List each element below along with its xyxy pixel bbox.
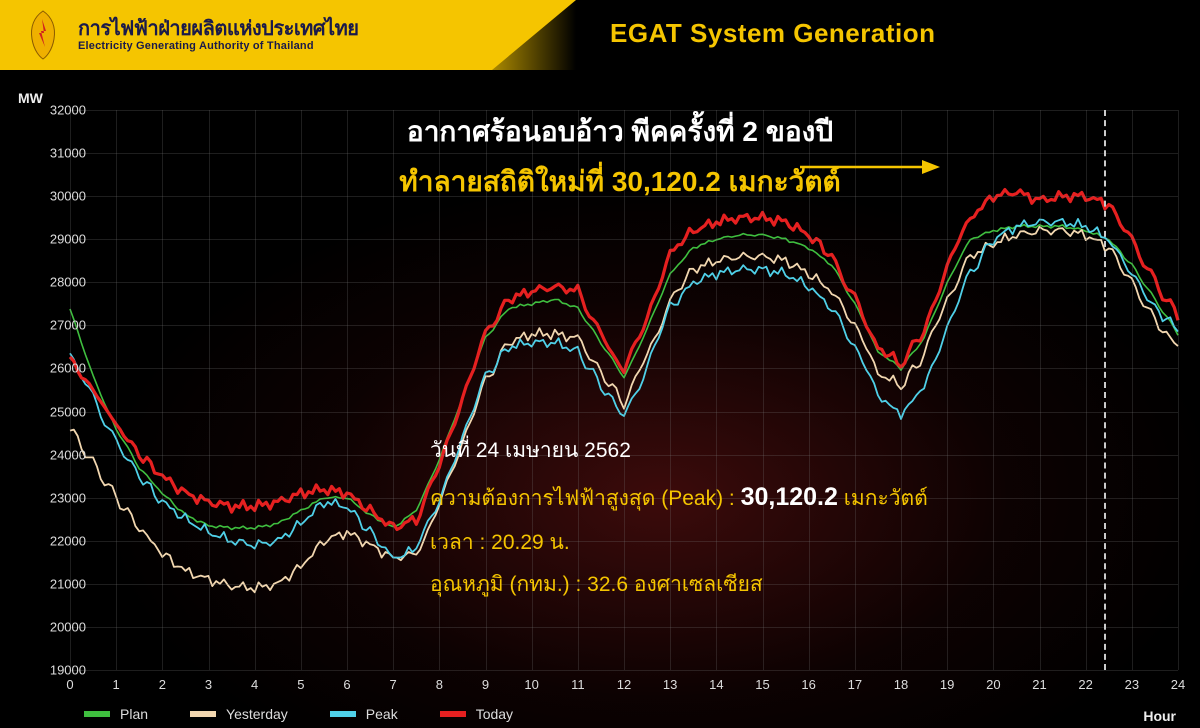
y-tick-label: 29000 (36, 232, 86, 247)
legend-label: Plan (120, 706, 148, 722)
y-tick-label: 25000 (36, 404, 86, 419)
info-temp: อุณหภูมิ (กทม.) : 32.6 องศาเซลเซียส (430, 564, 928, 606)
y-tick-label: 27000 (36, 318, 86, 333)
x-tick-label: 12 (617, 677, 631, 692)
legend-item-yesterday: Yesterday (190, 706, 288, 722)
x-tick-label: 7 (390, 677, 397, 692)
x-axis-title: Hour (1143, 708, 1176, 724)
page-title: EGAT System Generation (610, 18, 936, 49)
logo-icon (22, 9, 64, 61)
info-peak: ความต้องการไฟฟ้าสูงสุด (Peak) : 30,120.2… (430, 472, 928, 522)
y-tick-label: 31000 (36, 146, 86, 161)
x-tick-label: 22 (1078, 677, 1092, 692)
x-tick-label: 8 (436, 677, 443, 692)
x-tick-label: 0 (66, 677, 73, 692)
info-peak-unit: เมกะวัตต์ (838, 487, 928, 510)
x-tick-label: 16 (801, 677, 815, 692)
x-tick-label: 1 (113, 677, 120, 692)
legend-swatch (84, 711, 110, 717)
x-tick-label: 4 (251, 677, 258, 692)
x-tick-label: 21 (1032, 677, 1046, 692)
logo-text: การไฟฟ้าฝ่ายผลิตแห่งประเทศไทย Electricit… (78, 18, 359, 52)
y-tick-label: 30000 (36, 189, 86, 204)
info-date: วันที่ 24 เมษายน 2562 (430, 430, 928, 472)
y-tick-label: 32000 (36, 103, 86, 118)
x-tick-label: 23 (1125, 677, 1139, 692)
x-tick-label: 6 (343, 677, 350, 692)
org-name-en: Electricity Generating Authority of Thai… (78, 40, 359, 52)
x-tick-label: 15 (755, 677, 769, 692)
x-tick-label: 14 (709, 677, 723, 692)
info-peak-label: ความต้องการไฟฟ้าสูงสุด (Peak) : (430, 487, 741, 510)
info-peak-value: 30,120.2 (741, 483, 838, 511)
x-tick-label: 19 (940, 677, 954, 692)
legend-label: Yesterday (226, 706, 288, 722)
x-tick-label: 24 (1171, 677, 1185, 692)
x-tick-label: 5 (297, 677, 304, 692)
x-tick-label: 20 (986, 677, 1000, 692)
x-tick-label: 18 (894, 677, 908, 692)
x-tick-label: 3 (205, 677, 212, 692)
legend-item-today: Today (440, 706, 513, 722)
legend: Plan Yesterday Peak Today (84, 706, 513, 722)
y-tick-label: 28000 (36, 275, 86, 290)
peak-arrow (800, 157, 940, 177)
y-tick-label: 21000 (36, 576, 86, 591)
header-curve (456, 0, 576, 70)
y-tick-label: 20000 (36, 619, 86, 634)
legend-item-plan: Plan (84, 706, 148, 722)
y-tick-label: 24000 (36, 447, 86, 462)
time-marker (1104, 110, 1106, 670)
info-box: วันที่ 24 เมษายน 2562 ความต้องการไฟฟ้าสู… (430, 430, 928, 606)
legend-item-peak: Peak (330, 706, 398, 722)
x-tick-label: 17 (848, 677, 862, 692)
x-tick-label: 9 (482, 677, 489, 692)
legend-label: Today (476, 706, 513, 722)
y-tick-label: 23000 (36, 490, 86, 505)
header: การไฟฟ้าฝ่ายผลิตแห่งประเทศไทย Electricit… (0, 0, 1200, 70)
x-tick-label: 13 (663, 677, 677, 692)
y-tick-label: 19000 (36, 663, 86, 678)
info-time: เวลา : 20.29 น. (430, 522, 928, 564)
org-name-th: การไฟฟ้าฝ่ายผลิตแห่งประเทศไทย (78, 18, 359, 40)
legend-label: Peak (366, 706, 398, 722)
y-tick-label: 22000 (36, 533, 86, 548)
chart-area: MW Hour อากาศร้อนอบอ้าว พีคครั้งที่ 2 ขอ… (0, 70, 1200, 728)
x-tick-label: 10 (524, 677, 538, 692)
headline-line1: อากาศร้อนอบอ้าว พีคครั้งที่ 2 ของปี (260, 110, 980, 154)
legend-swatch (190, 711, 216, 717)
legend-swatch (440, 711, 466, 717)
y-tick-label: 26000 (36, 361, 86, 376)
x-tick-label: 2 (159, 677, 166, 692)
legend-swatch (330, 711, 356, 717)
x-tick-label: 11 (571, 677, 585, 692)
logo: การไฟฟ้าฝ่ายผลิตแห่งประเทศไทย Electricit… (22, 9, 359, 61)
